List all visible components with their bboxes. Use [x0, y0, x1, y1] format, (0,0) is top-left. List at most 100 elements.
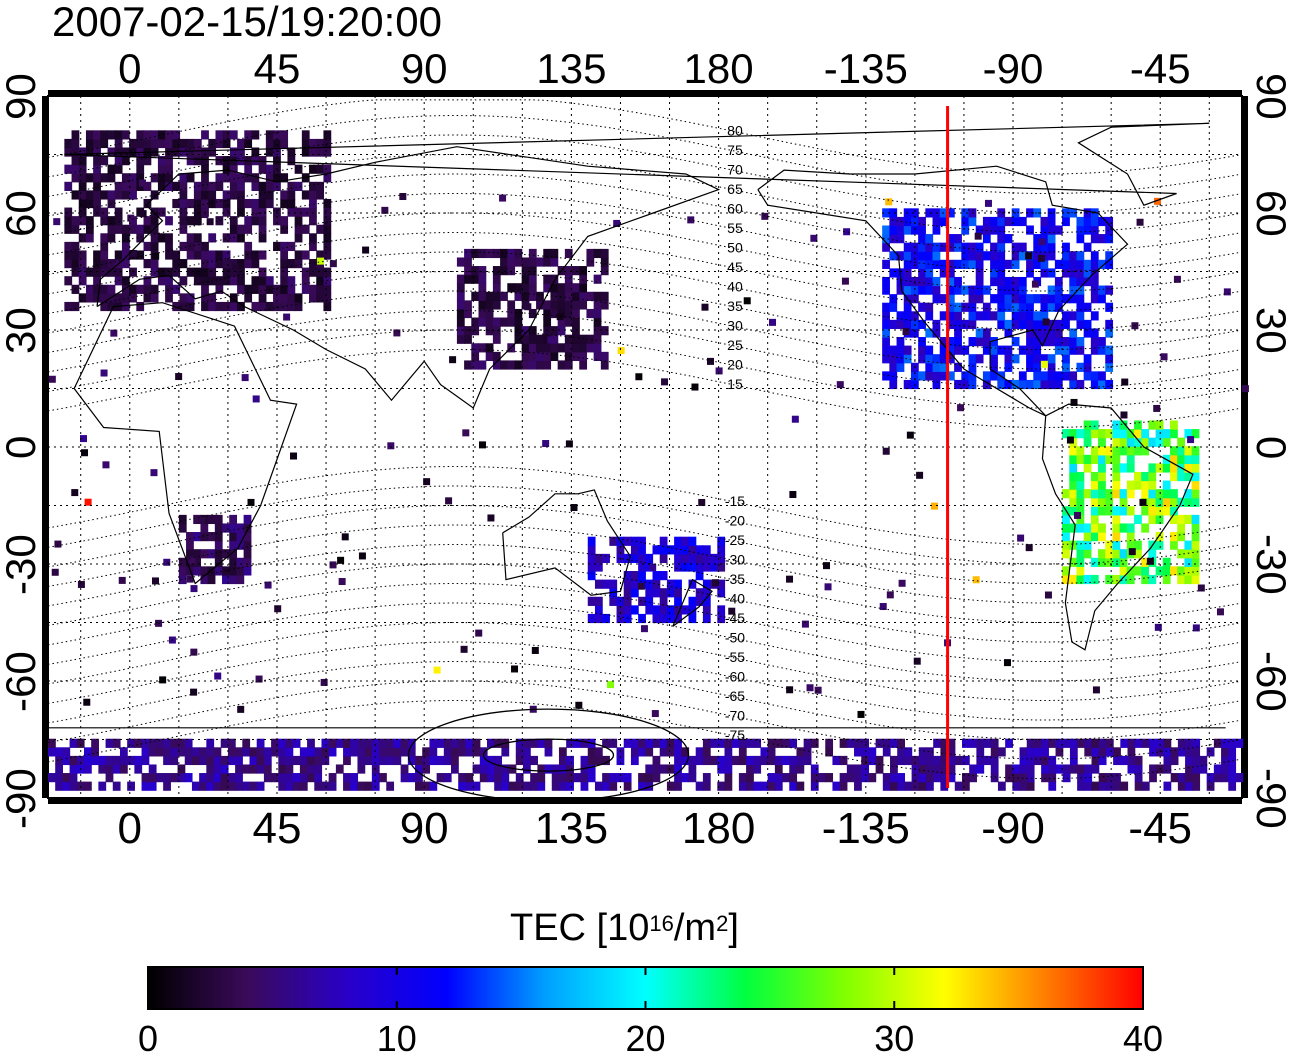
tec-cell [148, 747, 157, 757]
tec-cell [309, 164, 317, 174]
tec-cell [1163, 764, 1172, 774]
tec-cell [897, 773, 906, 783]
tec-cell [536, 300, 544, 310]
tec-cell [301, 207, 310, 217]
tec-cell [1105, 540, 1114, 550]
tec-cell [294, 233, 303, 243]
tec-cell [1026, 311, 1034, 321]
tec-cell [100, 250, 109, 260]
tec-cell [301, 147, 310, 157]
tec-cell [492, 351, 501, 362]
tec-cell [810, 781, 819, 791]
tec-station [661, 378, 669, 386]
tec-cell [961, 285, 970, 295]
tec-cell [522, 764, 531, 774]
tec-cell [789, 781, 798, 791]
tec-cell [91, 755, 99, 766]
tec-cell [1054, 371, 1063, 381]
tec-cell [78, 216, 87, 226]
tec-cell [148, 738, 157, 748]
tec-cell [136, 130, 145, 140]
tec-cell [550, 326, 559, 336]
tec-cell [1062, 532, 1070, 542]
tec-cell [564, 317, 573, 327]
tec-cell [199, 747, 207, 757]
tec-cell [165, 156, 173, 166]
contour-label: 40 [727, 279, 743, 295]
tec-cell [165, 216, 173, 226]
tec-cell [1047, 294, 1056, 304]
tec-cell [1069, 738, 1078, 748]
tec-cell [200, 574, 209, 585]
tec-cell [478, 248, 487, 259]
tec-cell [1054, 259, 1063, 269]
tec-cell [514, 257, 523, 267]
tec-cell [316, 250, 325, 260]
tec-cell [557, 343, 566, 353]
tec-cell [143, 156, 152, 166]
tec-cell [594, 781, 603, 791]
tec-cell [1091, 781, 1100, 791]
tec-cell [237, 147, 245, 157]
tec-cell [244, 216, 253, 226]
tec-cell [550, 291, 559, 301]
tec-cell [335, 738, 344, 748]
tec-cell [1184, 471, 1193, 482]
tec-cell [623, 588, 632, 598]
tec-cell [1062, 371, 1070, 381]
tec-cell [954, 285, 962, 295]
tec-cell [172, 198, 181, 209]
tec-cell [896, 225, 905, 235]
tec-cell [1134, 420, 1142, 430]
tec-cell [1048, 773, 1057, 783]
tec-cell [83, 764, 92, 774]
tec-cell [724, 764, 733, 774]
tec-cell [1235, 738, 1244, 748]
tec-cell [1112, 557, 1121, 567]
tec-cell [1076, 345, 1085, 355]
tec-cell [528, 283, 537, 293]
tec-cell [564, 248, 573, 259]
tec-station [531, 646, 539, 654]
tec-cell [1112, 532, 1121, 542]
pole-contour [407, 708, 690, 802]
tec-cell [294, 301, 303, 312]
tec-cell [321, 747, 330, 757]
tec-cell [1062, 540, 1070, 550]
tec-cell [724, 738, 733, 748]
tec-cell [1155, 437, 1164, 447]
tec-cell [528, 248, 537, 259]
tec-station [53, 218, 61, 226]
tec-cell [990, 371, 998, 381]
tec-cell [1062, 216, 1070, 227]
tec-cell [157, 181, 166, 191]
tec-cell [774, 755, 783, 766]
tec-cell [214, 557, 223, 567]
tec-cell [1033, 345, 1042, 355]
tec-cell [925, 328, 934, 338]
tec-cell [1155, 506, 1164, 516]
tec-cell [521, 274, 530, 284]
tec-cell [186, 301, 195, 312]
tec-cell [471, 291, 480, 301]
tec-cell [896, 362, 905, 372]
tec-cell [521, 334, 530, 344]
tec-station [902, 328, 910, 336]
tec-cell [1170, 773, 1179, 783]
tec-station [984, 199, 992, 207]
tec-cell [78, 198, 87, 209]
tec-cell [1126, 446, 1135, 456]
tec-cell [227, 773, 236, 783]
tec-station [886, 591, 894, 599]
tec-cell [566, 773, 574, 783]
magnetic-contour [47, 602, 1239, 682]
tec-cell [150, 216, 159, 226]
tec-cell [127, 781, 135, 791]
tec-cell [946, 259, 955, 269]
tec-cell [371, 738, 380, 748]
tec-cell [522, 747, 531, 757]
tec-cell [1134, 514, 1142, 525]
tec-cell [64, 216, 73, 226]
coastline [757, 165, 1129, 417]
